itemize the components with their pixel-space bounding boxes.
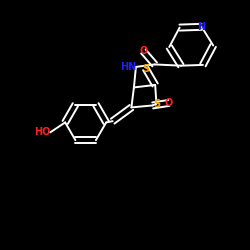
Text: HN: HN — [120, 62, 136, 72]
Text: S: S — [153, 99, 160, 109]
Text: O: O — [139, 46, 147, 56]
Text: N: N — [198, 22, 206, 32]
Text: S: S — [142, 64, 149, 74]
Text: HO: HO — [34, 128, 50, 138]
Text: O: O — [165, 98, 173, 108]
